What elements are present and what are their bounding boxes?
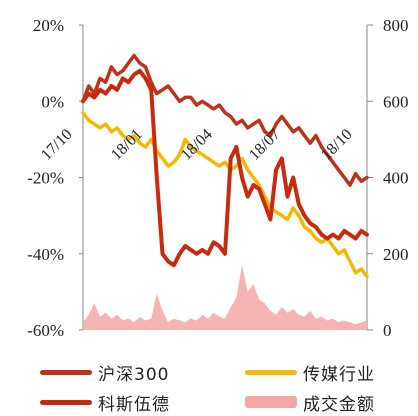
- x-axis-tick-label: 18/10: [318, 126, 356, 164]
- series-line-layer: [81, 53, 369, 279]
- volume-area-layer: [83, 265, 367, 330]
- right-axis-tick-label: 800: [383, 16, 409, 35]
- left-axis-tick-label: -40%: [27, 245, 64, 264]
- legend-label-kesiwude: 科斯伍德: [98, 394, 170, 415]
- legend-swatch-media: [245, 369, 297, 375]
- legend-label-hs300: 沪深300: [98, 364, 170, 385]
- legend-item-media[interactable]: 传媒行业: [245, 360, 375, 385]
- right-axis-tick-label: 0: [383, 321, 392, 340]
- x-axis-tick-label: 17/10: [38, 126, 76, 164]
- legend-label-turnover: 成交金额: [303, 394, 375, 415]
- x-axis-tick-label: 18/07: [246, 126, 284, 164]
- right-axis-tick-label: 600: [383, 92, 409, 111]
- legend-item-turnover[interactable]: 成交金额: [245, 390, 375, 415]
- legend-swatch-turnover: [245, 396, 297, 408]
- left-axis-tick-label: 20%: [33, 16, 64, 35]
- legend-swatch-hs300: [40, 369, 92, 375]
- left-axis-tick-label: -20%: [27, 169, 64, 188]
- legend-swatch-kesiwude: [40, 399, 92, 405]
- series-line-hs300: [81, 53, 369, 187]
- series-line-media: [81, 110, 369, 279]
- right-axis-tick-label: 200: [383, 245, 409, 264]
- left-axis-tick-label: -60%: [27, 321, 64, 340]
- legend-item-hs300[interactable]: 沪深300: [40, 360, 170, 385]
- legend-item-kesiwude[interactable]: 科斯伍德: [40, 390, 170, 415]
- right-axis-tick-label: 400: [383, 169, 409, 188]
- left-axis-tick-label: 0%: [41, 92, 64, 111]
- series-area-turnover: [83, 265, 367, 330]
- series-line-kesiwude: [81, 68, 369, 268]
- legend-label-media: 传媒行业: [303, 364, 375, 385]
- legend: 沪深300 传媒行业 科斯伍德 成交金额: [40, 360, 410, 416]
